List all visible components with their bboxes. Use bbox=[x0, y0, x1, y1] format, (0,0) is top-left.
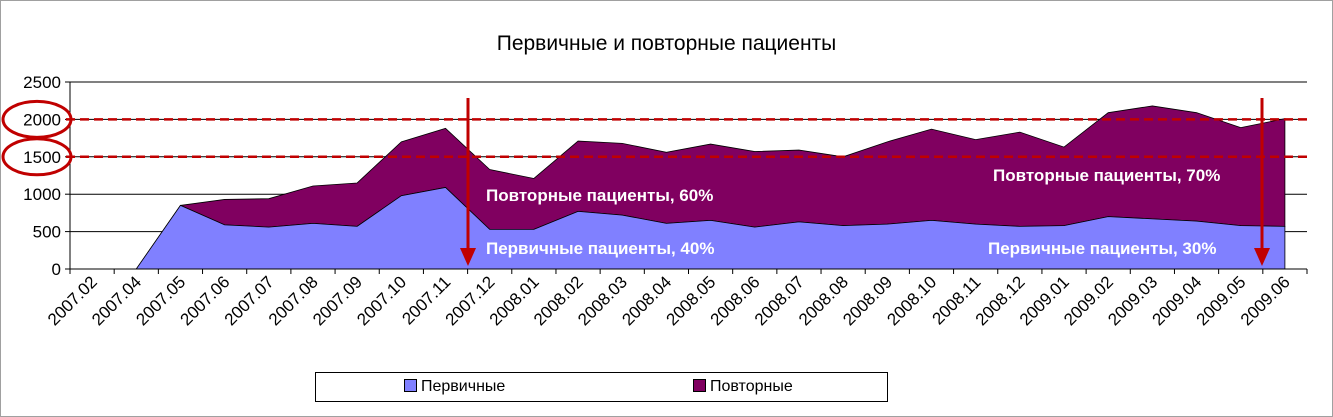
y-tick-label: 1500 bbox=[23, 148, 61, 167]
annotation-repeat-left: Повторные пациенты, 60% bbox=[486, 186, 713, 205]
highlight-circle bbox=[1, 137, 73, 177]
x-tick-labels: 2007.022007.042007.052007.062007.072007.… bbox=[44, 272, 1294, 329]
y-tick-labels: 0 500 1000 1500 2000 2500 bbox=[23, 73, 61, 279]
legend-label-primary: Первичные bbox=[421, 378, 506, 395]
y-tick-label: 2000 bbox=[23, 110, 61, 129]
legend-swatch-repeat bbox=[693, 379, 706, 393]
annotation-markers bbox=[1, 98, 1307, 266]
x-tick-label: 2008.10 bbox=[883, 272, 940, 329]
legend-swatch-primary bbox=[404, 379, 417, 393]
legend: Первичные Повторные bbox=[315, 372, 888, 402]
x-tick-label: 2007.10 bbox=[353, 272, 410, 329]
arrow-head bbox=[460, 248, 476, 266]
annotation-repeat-right: Повторные пациенты, 70% bbox=[993, 166, 1220, 185]
y-tick-label: 1000 bbox=[23, 185, 61, 204]
y-tick-label: 500 bbox=[33, 223, 61, 242]
y-tick-label: 0 bbox=[52, 260, 61, 279]
x-tick-label: 2009.06 bbox=[1237, 272, 1294, 329]
annotation-primary-right: Первичные пациенты, 30% bbox=[988, 239, 1216, 258]
legend-label-repeat: Повторные bbox=[710, 378, 793, 395]
annotation-primary-left: Первичные пациенты, 40% bbox=[486, 239, 714, 258]
annotation-labels: Повторные пациенты, 60% Первичные пациен… bbox=[486, 166, 1220, 258]
arrow-head bbox=[1254, 248, 1270, 266]
y-tick-label: 2500 bbox=[23, 73, 61, 92]
area-series bbox=[92, 105, 1286, 270]
legend-item-primary: Первичные bbox=[404, 378, 505, 396]
chart-title: Первичные и повторные пациенты bbox=[496, 32, 837, 55]
legend-item-repeat: Повторные bbox=[693, 378, 793, 396]
